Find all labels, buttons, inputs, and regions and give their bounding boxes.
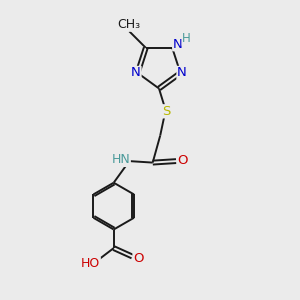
Text: N: N: [177, 67, 187, 80]
Text: N: N: [131, 67, 141, 80]
Text: O: O: [178, 154, 188, 167]
Text: HN: HN: [112, 153, 130, 167]
Text: H: H: [182, 32, 191, 45]
Text: CH₃: CH₃: [117, 18, 140, 31]
Text: S: S: [162, 105, 171, 118]
Text: N: N: [173, 38, 182, 51]
Text: O: O: [133, 251, 143, 265]
Text: HO: HO: [81, 257, 100, 270]
